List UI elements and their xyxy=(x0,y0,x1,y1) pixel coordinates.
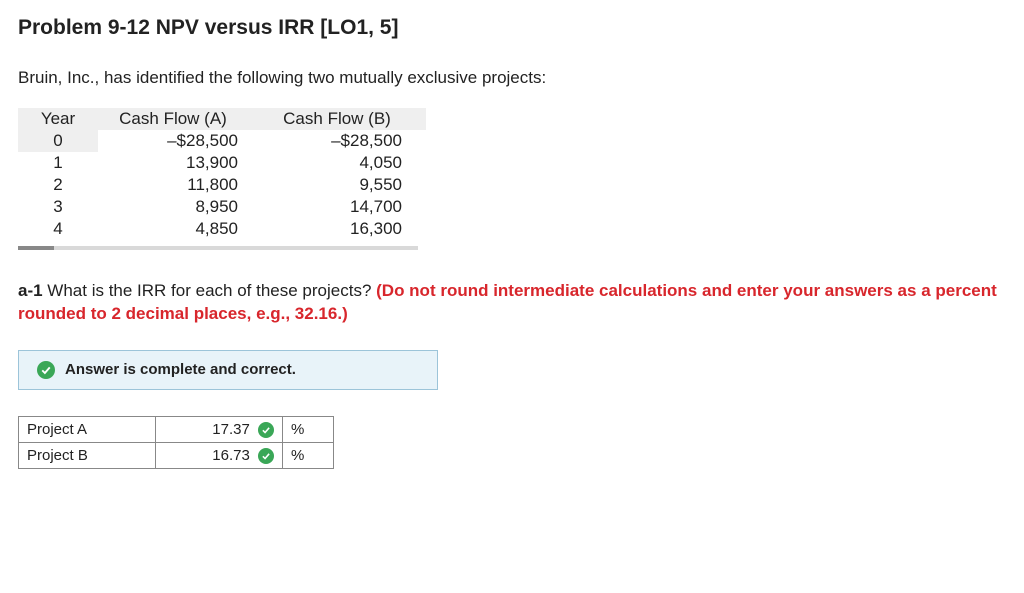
cell-year: 3 xyxy=(18,196,98,218)
feedback-banner: Answer is complete and correct. xyxy=(18,350,438,390)
feedback-text: Answer is complete and correct. xyxy=(65,361,296,378)
answer-label: Project B xyxy=(19,442,156,468)
cell-b: –$28,500 xyxy=(262,130,426,152)
cell-a: 8,950 xyxy=(98,196,262,218)
table-row: Project A 17.37 % xyxy=(19,416,334,442)
table-row: 4 4,850 16,300 xyxy=(18,218,426,240)
col-header-b: Cash Flow (B) xyxy=(262,108,426,130)
cell-year: 0 xyxy=(18,130,98,152)
cell-year: 1 xyxy=(18,152,98,174)
cell-b: 16,300 xyxy=(262,218,426,240)
cell-a: 4,850 xyxy=(98,218,262,240)
table-row: Project B 16.73 % xyxy=(19,442,334,468)
cell-b: 14,700 xyxy=(262,196,426,218)
answer-value: 16.73 xyxy=(212,447,250,464)
problem-title: Problem 9-12 NPV versus IRR [LO1, 5] xyxy=(18,16,1006,40)
answer-value-cell[interactable]: 17.37 xyxy=(156,416,283,442)
cell-a: –$28,500 xyxy=(98,130,262,152)
answer-value-cell[interactable]: 16.73 xyxy=(156,442,283,468)
cell-year: 2 xyxy=(18,174,98,196)
question-body: What is the IRR for each of these projec… xyxy=(43,281,377,300)
intro-text: Bruin, Inc., has identified the followin… xyxy=(18,68,1006,88)
answer-unit: % xyxy=(283,442,334,468)
cell-year: 4 xyxy=(18,218,98,240)
answer-value: 17.37 xyxy=(212,421,250,438)
col-header-a: Cash Flow (A) xyxy=(98,108,262,130)
table-row: 0 –$28,500 –$28,500 xyxy=(18,130,426,152)
check-icon xyxy=(37,361,55,379)
cell-a: 11,800 xyxy=(98,174,262,196)
cashflow-table: Year Cash Flow (A) Cash Flow (B) 0 –$28,… xyxy=(18,108,426,240)
cell-b: 4,050 xyxy=(262,152,426,174)
check-icon xyxy=(258,448,274,464)
question-text: a-1 What is the IRR for each of these pr… xyxy=(18,280,1006,326)
table-row: 1 13,900 4,050 xyxy=(18,152,426,174)
col-header-year: Year xyxy=(18,108,98,130)
answer-label: Project A xyxy=(19,416,156,442)
answers-table: Project A 17.37 % Project B 16.73 % xyxy=(18,416,334,469)
table-row: 2 11,800 9,550 xyxy=(18,174,426,196)
cell-a: 13,900 xyxy=(98,152,262,174)
check-icon xyxy=(258,422,274,438)
question-lead: a-1 xyxy=(18,281,43,300)
answer-unit: % xyxy=(283,416,334,442)
cell-b: 9,550 xyxy=(262,174,426,196)
scroll-indicator xyxy=(18,246,418,250)
table-row: 3 8,950 14,700 xyxy=(18,196,426,218)
